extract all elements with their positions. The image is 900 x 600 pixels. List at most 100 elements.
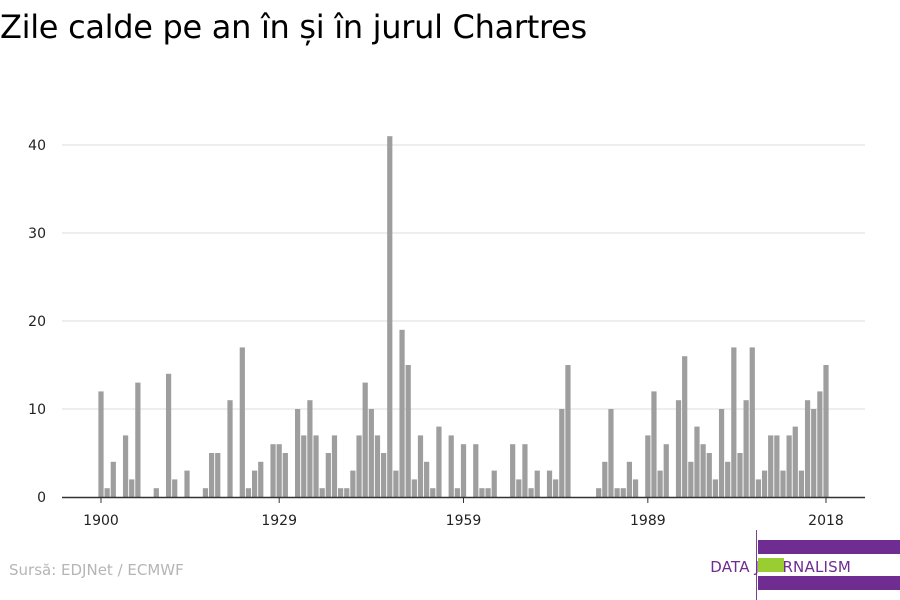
bar [313, 435, 319, 497]
bar [761, 470, 768, 497]
bar [245, 488, 252, 497]
edjnet-logo: EUROPEAN DATA JOURNALISM NETWORK [700, 530, 900, 600]
bar [374, 435, 381, 497]
bar [473, 444, 479, 497]
bar [694, 426, 700, 497]
bar [522, 444, 528, 497]
bar [350, 470, 356, 497]
bar [817, 391, 823, 497]
bar [528, 488, 534, 497]
bar [129, 479, 135, 497]
bar [405, 365, 411, 497]
bar [301, 435, 307, 497]
bar [798, 470, 805, 497]
bar [98, 391, 104, 497]
bar [682, 356, 688, 497]
bar [172, 479, 178, 497]
y-tick-label: 10 [28, 402, 46, 418]
x-tick-label: 1900 [83, 513, 119, 529]
bar [546, 470, 553, 497]
bar [417, 435, 424, 497]
bar [276, 444, 282, 497]
bar [387, 136, 393, 497]
bar [712, 479, 719, 497]
bar [755, 479, 762, 497]
bar [430, 488, 436, 497]
bar [780, 470, 786, 497]
bar [208, 453, 215, 497]
bar [165, 373, 172, 497]
bar [792, 426, 798, 497]
bar [331, 435, 338, 497]
y-axis-ticks: 0 10 20 30 40 [28, 138, 46, 506]
bar [510, 444, 516, 497]
bar-chart: 0 10 20 30 40 1900 1929 1959 1989 2018 [28, 136, 865, 529]
y-tick-label: 30 [28, 226, 46, 242]
x-tick-label: 1959 [446, 513, 482, 529]
bar [626, 461, 633, 497]
bar [516, 479, 522, 497]
bar [319, 488, 325, 497]
bar [381, 453, 387, 497]
bar [663, 444, 669, 497]
chart-title: Zile calde pe an în și în jurul Chartres [0, 8, 587, 46]
x-tick-label: 2018 [808, 513, 844, 529]
bar [823, 365, 829, 497]
bar [731, 347, 737, 497]
x-tick-label: 1989 [630, 513, 666, 529]
bar [110, 461, 116, 497]
bar [553, 479, 559, 497]
bar [491, 470, 497, 497]
bar [454, 488, 460, 497]
bar [362, 382, 368, 497]
bar [706, 453, 712, 497]
bar [368, 409, 374, 497]
bar [338, 488, 344, 497]
bar [602, 461, 608, 497]
bar [749, 347, 755, 497]
bar [718, 409, 725, 497]
bar [460, 444, 467, 497]
bar [424, 461, 430, 497]
bar [479, 488, 485, 497]
bar [436, 426, 442, 497]
bar [307, 400, 313, 497]
bar [743, 400, 749, 497]
bar [608, 409, 614, 497]
bar [786, 435, 792, 497]
bar [215, 453, 221, 497]
bar [632, 479, 639, 497]
bar [411, 479, 417, 497]
bar [282, 453, 288, 497]
bar [485, 488, 491, 497]
bar [448, 435, 454, 497]
bars [98, 136, 829, 497]
bar [239, 347, 245, 497]
x-tick-label: 1929 [261, 513, 297, 529]
bar [774, 435, 780, 497]
bar [700, 444, 706, 497]
bar [294, 409, 301, 497]
grid-lines [62, 144, 865, 410]
bar [645, 435, 651, 497]
bar [804, 400, 811, 497]
bar [227, 400, 233, 497]
logo-bar-3 [758, 576, 900, 590]
bar [768, 435, 774, 497]
bar [356, 435, 362, 497]
bar [565, 365, 571, 497]
bar [651, 391, 657, 497]
bar [688, 461, 694, 497]
bar [620, 488, 626, 497]
bar [202, 488, 209, 497]
y-tick-label: 40 [28, 138, 46, 154]
bar [135, 382, 141, 497]
bar [737, 453, 743, 497]
bar [184, 470, 190, 497]
bar [153, 488, 159, 497]
bar [399, 329, 405, 497]
bar [675, 400, 682, 497]
logo-bar-1 [758, 540, 900, 554]
bar [104, 488, 110, 497]
bar [614, 488, 620, 497]
